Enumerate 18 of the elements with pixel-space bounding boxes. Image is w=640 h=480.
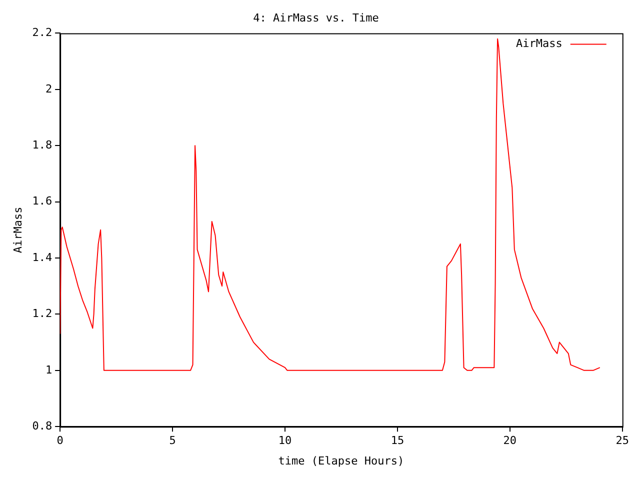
y-tick-label: 2.2 xyxy=(32,26,52,40)
y-tick-label: 0.8 xyxy=(32,419,52,432)
x-tick-label: 10 xyxy=(278,434,292,448)
legend-label: AirMass xyxy=(516,37,562,50)
x-tick-label: 5 xyxy=(169,434,176,448)
y-tick-label: 1.6 xyxy=(32,194,52,208)
x-axis-title: time (Elapse Hours) xyxy=(278,454,404,468)
y-axis-title: AirMass xyxy=(11,206,24,254)
x-tick-label: 15 xyxy=(390,434,404,448)
chart-title: 4: AirMass vs. Time xyxy=(253,11,379,24)
x-tick-label: 20 xyxy=(503,434,517,448)
x-tick-label: 0 xyxy=(56,434,64,448)
y-tick-label: 1.8 xyxy=(32,138,52,152)
x-tick-label: 25 xyxy=(616,434,629,448)
y-tick-label: 1.4 xyxy=(32,250,52,264)
y-tick-label: 1 xyxy=(45,363,52,376)
y-tick-label: 1.2 xyxy=(32,307,52,320)
y-tick-label: 2 xyxy=(45,82,52,96)
